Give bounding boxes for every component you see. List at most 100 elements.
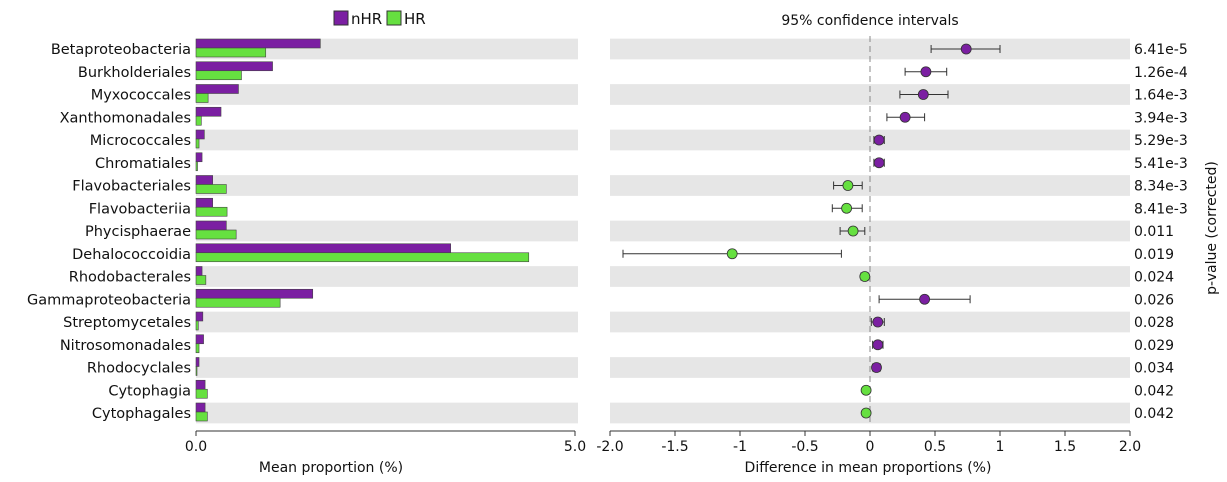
row-stripe-left <box>196 175 578 196</box>
ci-point <box>841 202 852 214</box>
category-label: Gammaproteobacteria <box>27 292 191 308</box>
ci-point <box>872 339 884 351</box>
bar-x-tick-label: 0.0 <box>185 439 207 455</box>
ci-x-tick-label: -0.5 <box>791 439 818 455</box>
bar-nhr <box>195 311 204 322</box>
ci-point <box>919 293 930 305</box>
bar-nhr <box>195 243 451 254</box>
bar-hr <box>195 343 200 354</box>
legend-label-hr: HR <box>404 10 426 28</box>
bar-nhr <box>195 357 200 367</box>
category-label: Flavobacteriia <box>89 201 191 217</box>
bar-hr <box>195 115 202 126</box>
bar-hr <box>195 161 198 172</box>
ci-point <box>726 248 738 260</box>
ci-point <box>860 407 872 419</box>
bar-hr <box>195 252 530 263</box>
bar-nhr <box>195 175 213 185</box>
ci-x-tick-label: -2.0 <box>596 439 623 455</box>
row-stripe-right <box>610 84 1130 105</box>
row-stripes <box>196 38 1130 424</box>
ci-point <box>873 157 885 169</box>
row-stripe-left <box>196 357 578 378</box>
legend-label-nhr: nHR <box>351 10 382 28</box>
ci-x-label: Difference in mean proportions (%) <box>745 460 992 476</box>
p-value: 0.042 <box>1134 406 1174 422</box>
ci-point <box>871 362 882 373</box>
bar-nhr <box>195 266 203 276</box>
bar-nhr <box>195 334 204 345</box>
bar-nhr <box>195 61 273 72</box>
p-value: 1.64e-3 <box>1134 88 1188 104</box>
bar-nhr <box>195 38 321 49</box>
category-label: Cytophagia <box>108 383 191 399</box>
bar-x-label: Mean proportion (%) <box>259 460 403 476</box>
ci-point <box>917 89 929 100</box>
category-label: Streptomycetales <box>63 315 191 331</box>
p-value: 0.019 <box>1134 247 1174 263</box>
ci-point <box>847 225 859 237</box>
bar-hr <box>195 297 281 308</box>
p-value: 8.41e-3 <box>1134 201 1188 217</box>
category-labels: Betaproteobacteria Burkholderiales Myxococ… <box>27 42 191 422</box>
legend-swatch-hr <box>386 10 402 26</box>
ci-x-tick-label: 2.0 <box>1119 439 1141 455</box>
ci-x-tick-label: -1.5 <box>661 439 688 455</box>
p-value: 3.94e-3 <box>1134 110 1188 126</box>
bar-axis-ticks: 0.0 5.0 <box>185 431 586 455</box>
p-value: 0.029 <box>1134 338 1174 354</box>
category-label: Phycisphaerae <box>85 224 191 240</box>
row-stripe-left <box>196 129 578 151</box>
bar-nhr <box>195 152 203 163</box>
bar-hr <box>195 138 200 149</box>
bar-nhr <box>195 220 227 231</box>
bar-hr <box>195 206 228 217</box>
ci-point <box>873 134 885 146</box>
ci-x-tick-label: 1.5 <box>1054 439 1076 455</box>
p-value: 0.028 <box>1134 315 1174 331</box>
category-label: Rhodocyclales <box>87 361 191 377</box>
bar-nhr <box>195 197 213 208</box>
legend-swatch-nhr <box>333 10 349 26</box>
bar-hr <box>195 229 237 240</box>
bar-nhr <box>195 106 222 117</box>
ci-title: 95% confidence intervals <box>781 13 958 29</box>
p-value: 6.41e-5 <box>1134 42 1188 58</box>
bar-hr <box>195 70 242 81</box>
bar-hr <box>195 184 227 194</box>
category-label: Chromatiales <box>95 156 191 172</box>
p-value: 5.29e-3 <box>1134 133 1188 149</box>
bar-nhr <box>195 402 206 413</box>
category-label: Flavobacteriales <box>72 179 191 195</box>
row-stripe-left <box>196 220 578 242</box>
category-label: Xanthomonadales <box>60 110 191 126</box>
p-value: 0.011 <box>1134 224 1174 240</box>
p-value: 0.034 <box>1134 361 1174 377</box>
category-label: Nitrosomonadales <box>60 338 191 354</box>
category-label: Cytophagales <box>92 406 191 422</box>
ci-point <box>920 66 932 78</box>
p-value: 0.024 <box>1134 270 1174 286</box>
ci-x-tick-label: -1 <box>733 439 747 455</box>
bar-hr <box>195 275 207 285</box>
category-label: Myxococcales <box>91 88 191 104</box>
p-value: 5.41e-3 <box>1134 156 1188 172</box>
bar-nhr <box>195 379 206 390</box>
ci-point <box>859 271 871 282</box>
p-value-axis-label: p-value (corrected) <box>1204 161 1220 295</box>
bar-hr <box>195 93 209 103</box>
row-stripe-left <box>196 266 578 287</box>
category-label: Betaproteobacteria <box>51 42 191 58</box>
ci-point <box>860 384 872 396</box>
row-stripe-left <box>196 84 578 105</box>
p-value: 0.026 <box>1134 292 1174 308</box>
ci-x-tick-label: 0.5 <box>924 439 946 455</box>
ci-axis-ticks: -2.0 -1.5 -1 -0.5 0 0.5 1 1.5 2.0 <box>596 431 1141 455</box>
bar-marks <box>195 38 530 422</box>
legend: nHR HR <box>333 10 426 28</box>
bar-hr <box>195 320 199 331</box>
ci-marks <box>622 36 1001 425</box>
ci-point <box>960 43 972 55</box>
bar-hr <box>195 366 198 376</box>
